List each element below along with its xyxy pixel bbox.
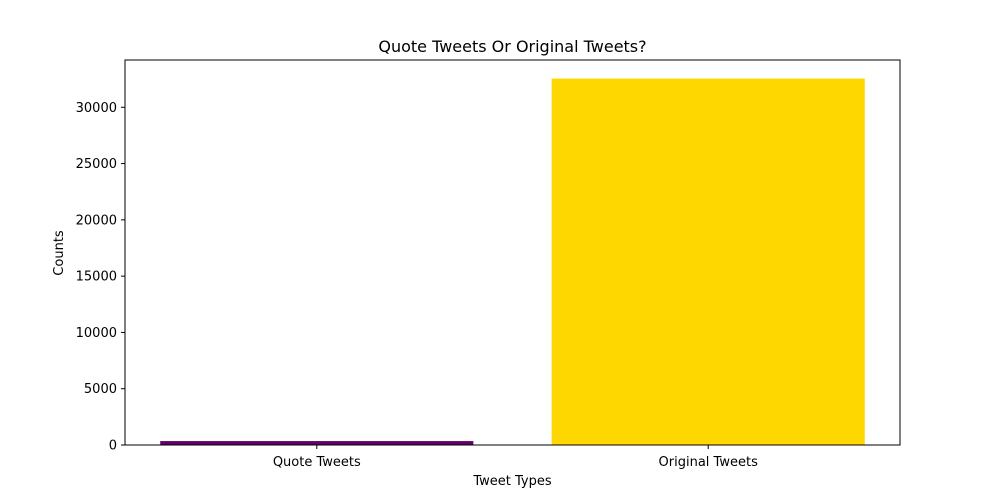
chart-title: Quote Tweets Or Original Tweets?: [378, 37, 646, 56]
y-tick-label: 0: [109, 439, 117, 454]
x-tick-label: Quote Tweets: [273, 455, 361, 470]
y-axis-ticks: 0 5000 10000 15000 20000 25000 30000: [76, 101, 125, 454]
bar-original-tweets: [551, 78, 865, 446]
y-tick-label: 20000: [76, 213, 117, 228]
x-axis-label: Tweet Types: [472, 474, 552, 489]
y-tick-label: 15000: [76, 270, 117, 285]
bar-quote-tweets: [160, 441, 474, 445]
y-tick-label: 25000: [76, 157, 117, 172]
bars-group: [160, 78, 865, 446]
x-tick-label: Original Tweets: [659, 455, 759, 470]
y-axis-label: Counts: [52, 230, 67, 276]
x-axis-ticks: Quote Tweets Original Tweets: [273, 445, 758, 470]
y-tick-label: 30000: [76, 101, 117, 116]
plot-frame: [124, 59, 901, 446]
y-tick-label: 10000: [76, 326, 117, 341]
y-tick-label: 5000: [84, 382, 117, 397]
